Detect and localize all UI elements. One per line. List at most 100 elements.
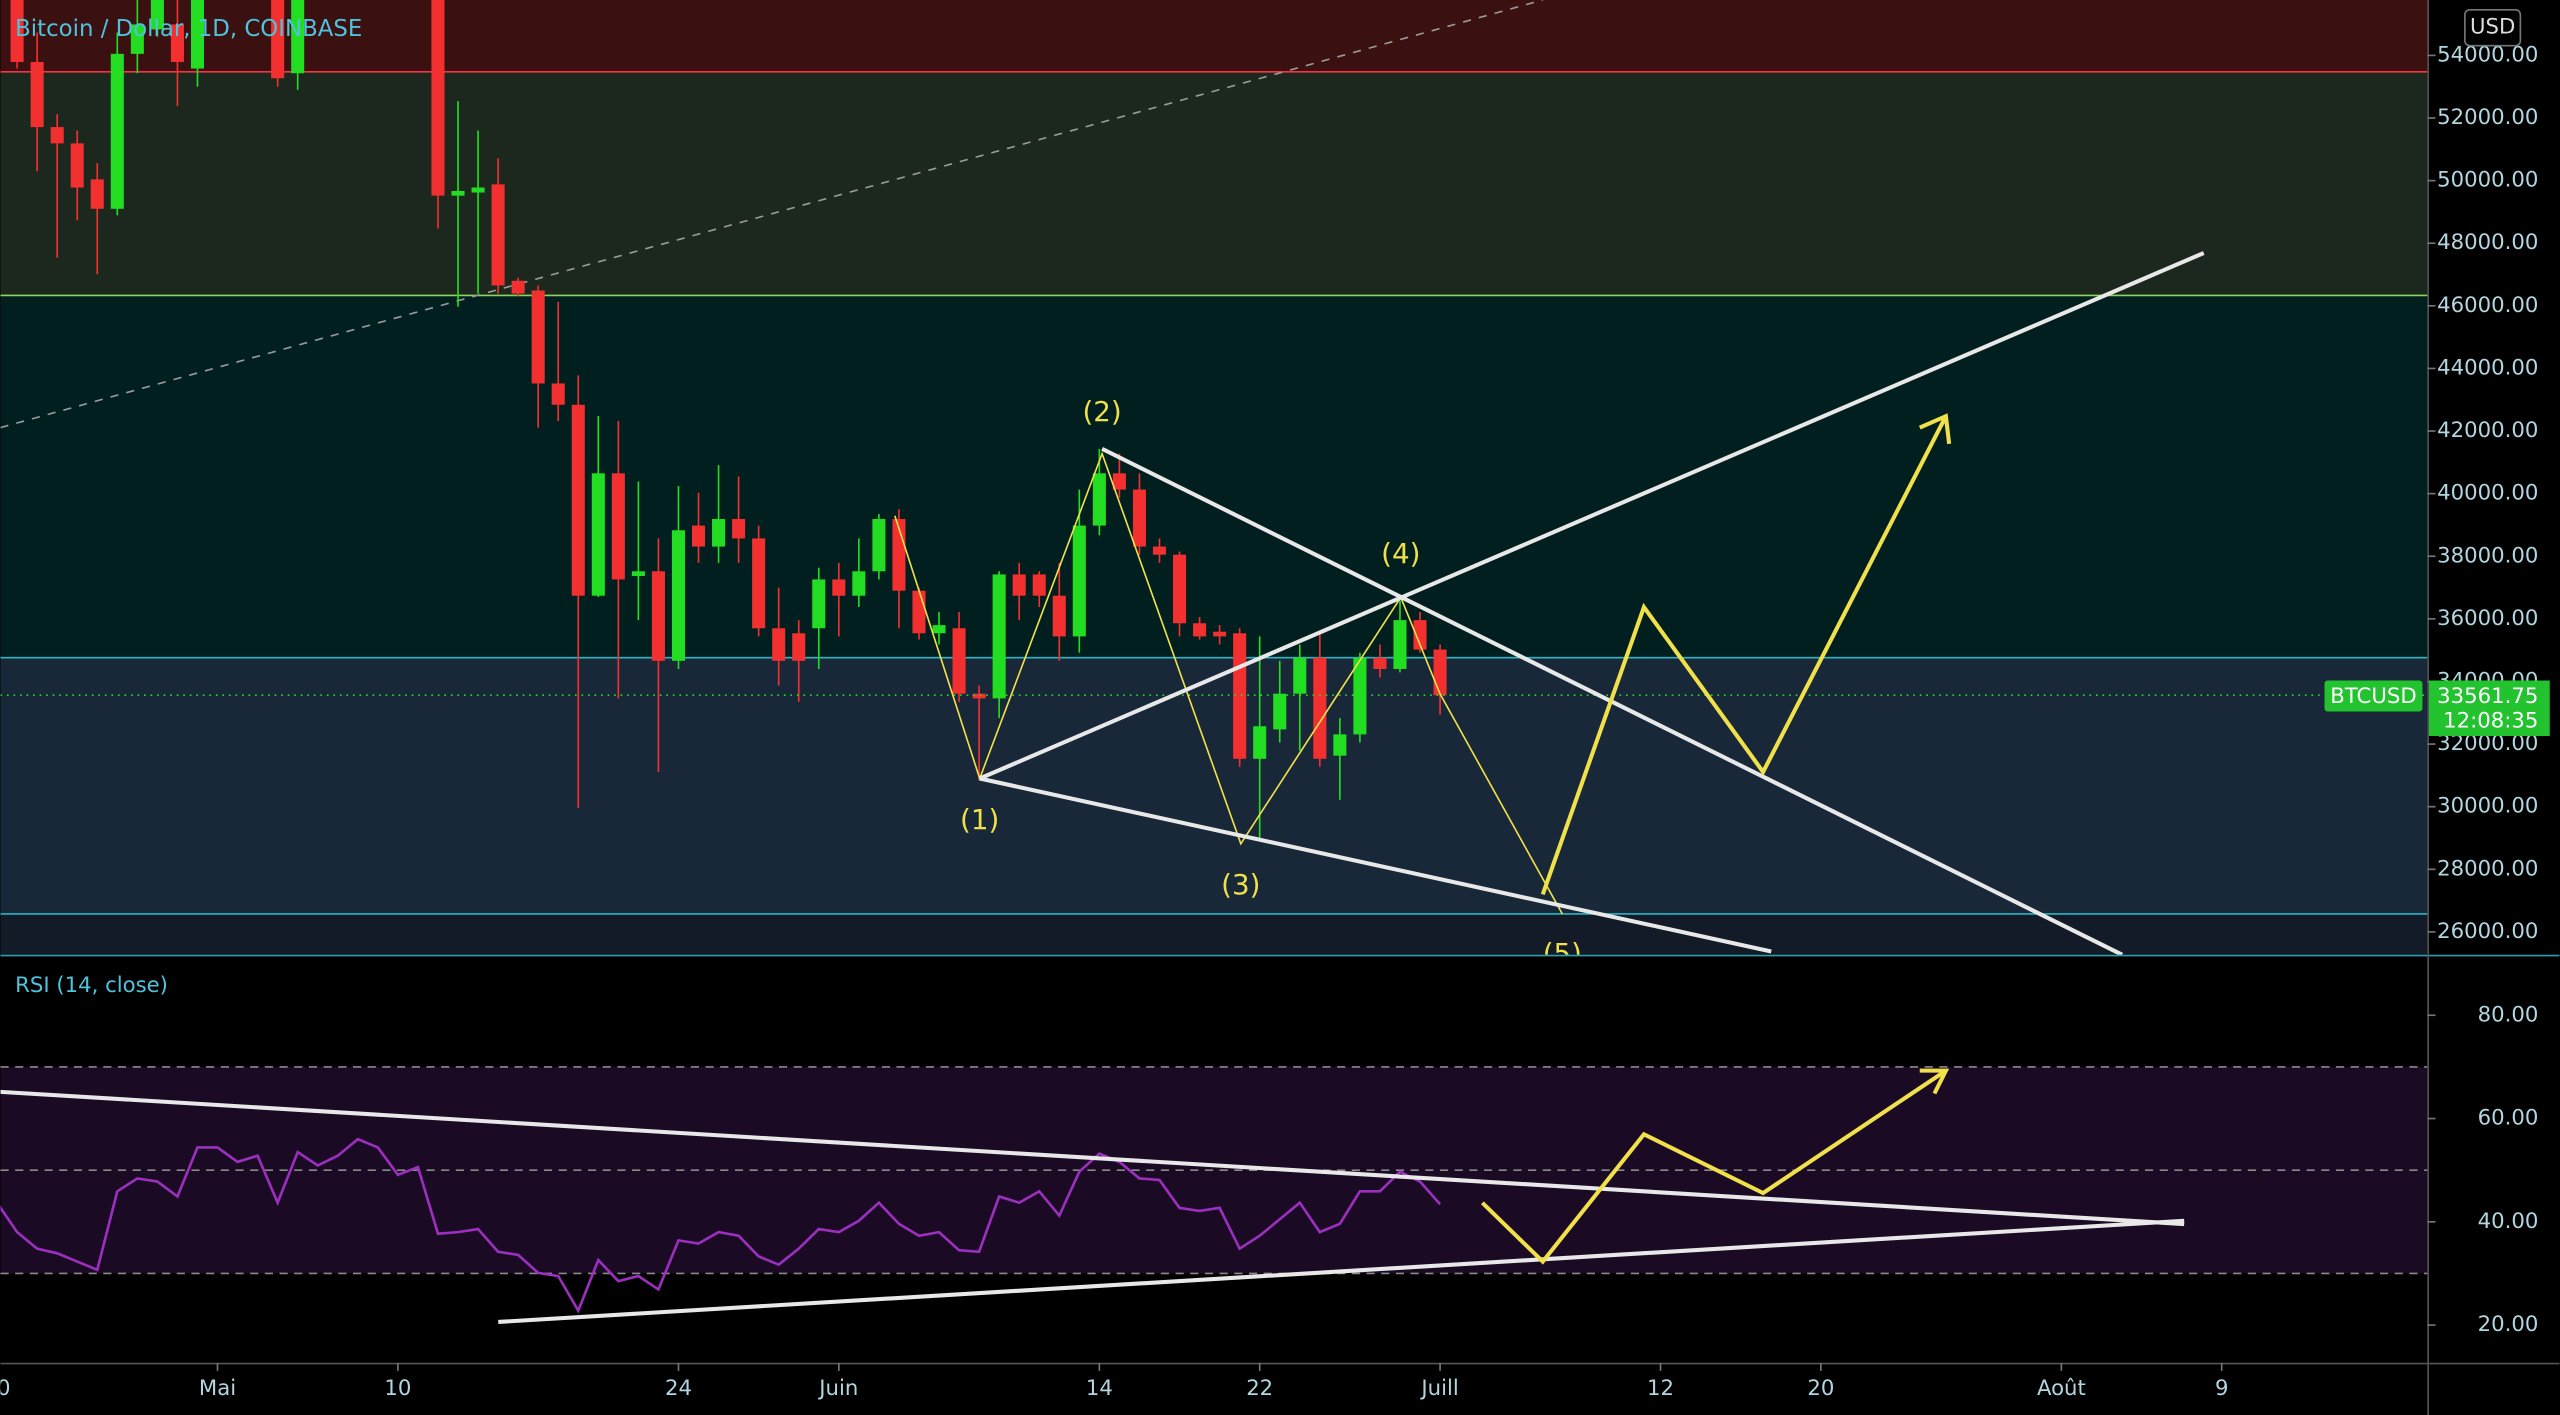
candle-body [551,383,565,405]
candle-body [832,579,846,596]
candle-body [691,525,706,547]
zone [0,295,2428,658]
wave-label: (4) [1381,537,1420,570]
candle-body [1293,657,1307,694]
symbol: BTCUSD [2330,684,2416,709]
y-tick-label: 50000.00 [2437,168,2538,193]
candle-body [1433,649,1447,696]
candle-body [732,519,746,539]
candle-body [571,404,585,596]
trend-line [978,251,2205,781]
rsi-title: RSI (14, close) [15,973,168,998]
candle-body [271,0,285,79]
rsi-pane [0,1066,2428,1275]
trend-line [0,0,1543,429]
candle-body [752,538,766,629]
candle-body [1373,657,1387,669]
candle-body [1152,546,1167,555]
candle-body [10,0,24,62]
y-tick-label: 40000.00 [2437,481,2538,506]
zone [0,71,2428,296]
candle-body [852,571,866,596]
x-tick-label: 24 [665,1376,692,1401]
candle-body [90,179,104,209]
y-tick-label: 80.00 [2478,1002,2539,1027]
candle-body [1173,554,1187,624]
candle-body [591,473,605,596]
candle-body [952,628,966,694]
y-tick-label: 20.00 [2478,1312,2539,1337]
candle-body [170,24,184,62]
candle-body [812,579,826,629]
x-tick-label: 9 [2215,1376,2229,1401]
candle-body [1052,595,1066,637]
candle-body [772,628,786,661]
drawings: (1) (2) (3) (4) (5) [894,251,2205,970]
y-tick-label: 36000.00 [2437,606,2538,631]
zone [0,657,2428,914]
candle-body [1193,623,1207,637]
candle-body [1333,734,1347,756]
x-tick-label: 20 [0,1376,11,1401]
candle-body [611,473,625,580]
y-tick-label: 26000.00 [2437,919,2538,944]
zone [0,0,2428,72]
candle-body [792,633,806,661]
candle-body [1273,693,1287,730]
x-tick-label: 14 [1086,1376,1113,1401]
symbol-box [2324,680,2423,712]
wave-label: (3) [1221,868,1260,901]
y-tick-label: 54000.00 [2437,42,2538,67]
x-tick-label: 22 [1246,1376,1273,1401]
projection [1540,415,1948,896]
candle-body [491,184,505,286]
y-tick-label: 38000.00 [2437,543,2538,568]
candle-body [110,53,124,209]
candle-body [972,693,986,699]
x-axis: 20 Mai 10 24 Juin 14 22 Juill 12 20 Août 9 [0,1362,2229,1401]
candle-body [872,519,886,572]
y-tick-label: 52000.00 [2437,105,2538,130]
candle-body [50,127,64,144]
last-price: 33561.75 [2437,684,2538,709]
arrow-head [1918,413,1952,445]
trend-line [498,1218,2185,1325]
y-tick-label: 40.00 [2478,1209,2539,1234]
candle-body [291,0,305,74]
candle-body [531,290,545,384]
x-tick-label: Août [2037,1376,2086,1401]
currency-box [2464,8,2522,47]
wave-label: (5) [1543,937,1582,970]
candle-body [651,571,665,661]
candle-body [1072,525,1086,637]
candle-body [631,571,645,576]
candle-body [1233,633,1247,759]
candle-body [1112,473,1126,490]
candle-body [451,190,465,196]
y-tick-label: 30000.00 [2437,794,2538,819]
x-tick-label: Mai [199,1376,236,1401]
candle-body [1413,620,1427,650]
candle-body [712,519,726,547]
candle-body [190,0,205,69]
candle-body [1213,631,1227,637]
candle-body [511,280,525,294]
candle-body [1393,620,1407,669]
wave-label: (2) [1082,395,1121,428]
candle-body [932,625,946,634]
candle-body [1313,657,1327,759]
candle-body [1092,473,1106,526]
candle-body [1032,574,1046,596]
x-tick-label: Juin [817,1376,858,1401]
x-tick-label: 12 [1647,1376,1674,1401]
candle-body [992,574,1006,699]
candle-body [1353,657,1367,735]
x-tick-label: Juill [1419,1376,1458,1401]
y-tick-label: 48000.00 [2437,230,2538,255]
trend-line [0,1089,2185,1227]
x-tick-label: 10 [384,1376,411,1401]
countdown: 12:08:35 [2443,708,2538,733]
